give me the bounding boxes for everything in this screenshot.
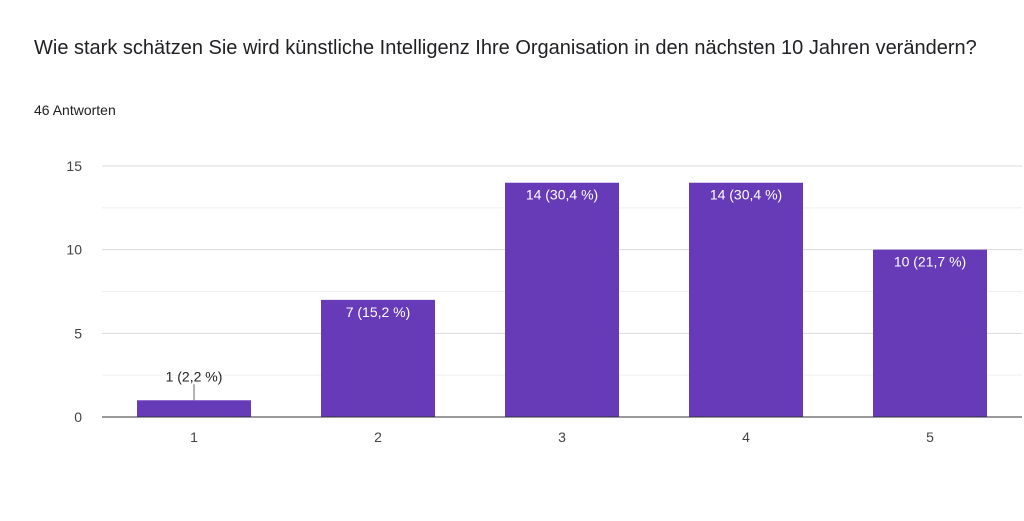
response-count: 46 Antworten <box>34 102 116 118</box>
data-label: 14 (30,4 %) <box>526 187 598 203</box>
bar-5 <box>873 249 987 417</box>
question-title: Wie stark schätzen Sie wird künstliche I… <box>34 37 977 59</box>
x-tick-label: 5 <box>926 429 934 445</box>
data-label: 10 (21,7 %) <box>894 254 966 270</box>
data-label: 7 (15,2 %) <box>346 304 411 320</box>
data-label: 1 (2,2 %) <box>166 368 223 384</box>
data-label: 14 (30,4 %) <box>710 187 782 203</box>
x-tick-label: 2 <box>374 429 382 445</box>
x-tick-label: 1 <box>190 429 198 445</box>
bar-3 <box>505 182 619 417</box>
y-tick-label: 10 <box>66 242 82 258</box>
x-tick-label: 4 <box>742 429 750 445</box>
y-tick-label: 5 <box>74 325 82 341</box>
bar-2 <box>321 299 435 417</box>
y-tick-label: 0 <box>74 409 82 425</box>
x-tick-label: 3 <box>558 429 566 445</box>
bar-4 <box>689 182 803 417</box>
bar-1 <box>137 400 251 417</box>
y-tick-label: 15 <box>66 158 82 174</box>
